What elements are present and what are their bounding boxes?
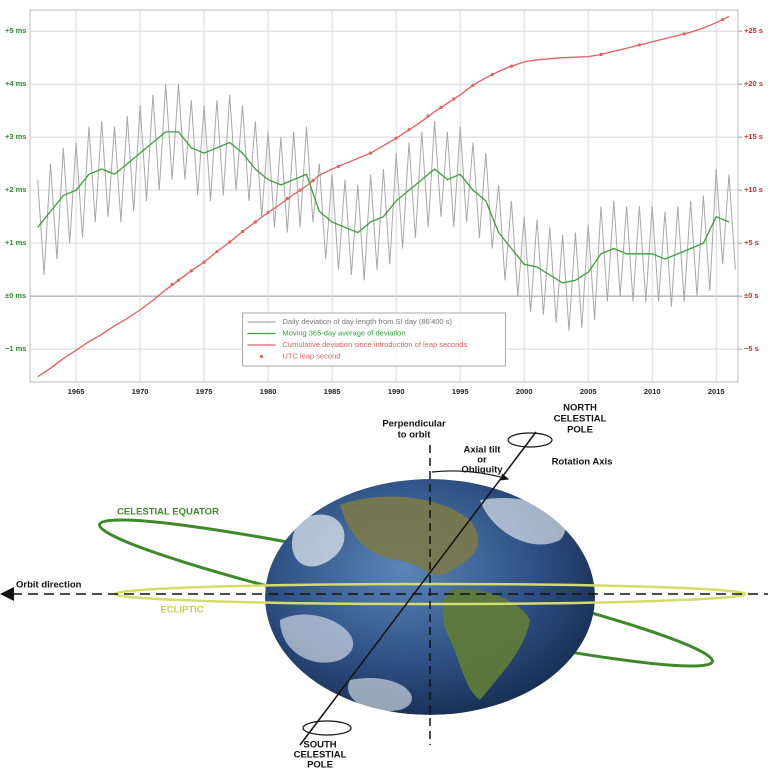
y-tick-label: −1 ms [5, 344, 26, 353]
series-line [37, 84, 736, 331]
north-pole-label: POLE [567, 425, 593, 436]
y-tick-label: +2 ms [5, 185, 26, 194]
y2-tick-label: +20 s [744, 79, 763, 88]
y2-tick-label: +10 s [744, 185, 763, 194]
y-tick-label: ±0 ms [5, 291, 26, 300]
leap-second-marker [368, 151, 373, 155]
leap-second-marker [471, 83, 475, 87]
axial-tilt-label: Obliquity [461, 465, 503, 476]
leap-second-marker [298, 188, 302, 192]
x-tick-label: 2000 [516, 387, 533, 396]
perpendicular-label: Perpendicular [382, 419, 446, 430]
leap-second-marker [439, 105, 443, 110]
y-tick-label: +5 ms [5, 26, 26, 35]
y2-tick-label: +15 s [744, 132, 763, 141]
y-tick-label: +4 ms [5, 79, 26, 88]
leap-second-marker [407, 128, 411, 132]
y-tick-label: +1 ms [5, 238, 26, 247]
leap-second-marker [202, 260, 206, 264]
north-pole-label: CELESTIAL [554, 414, 607, 425]
leap-second-marker [240, 229, 245, 234]
rotation-axis-label: Rotation Axis [552, 457, 613, 468]
chart: −1 ms ±0 ms +1 ms +2 ms +3 ms +4 ms +5 ms −5 s ±… [5, 9, 763, 396]
axial-tilt-label: or [477, 455, 487, 466]
leap-second-marker [509, 64, 513, 68]
leap-second-marker [637, 43, 642, 47]
x-tick-label: 1975 [196, 387, 213, 396]
south-pole-label: SOUTH [303, 740, 336, 751]
x-tick-label: 2005 [580, 387, 597, 396]
leap-second-marker [682, 32, 686, 36]
leap-second-marker [336, 164, 341, 168]
x-tick-label: 2010 [644, 387, 661, 396]
y2-tick-label: +25 s [744, 26, 763, 35]
x-tick-label: 1995 [452, 387, 469, 396]
legend-box [242, 312, 506, 367]
y-tick-label: +3 ms [5, 132, 26, 141]
x-tick-label: 1980 [260, 387, 277, 396]
y2-tick-label: −5 s [744, 344, 759, 353]
leap-second-marker [285, 197, 289, 201]
north-spin-ring [507, 432, 553, 448]
north-pole-label: NORTH [563, 403, 597, 414]
legend-label: Daily deviation of day length from SI da… [283, 317, 453, 326]
rotation-axis-line [299, 431, 537, 746]
leap-second-marker [426, 114, 430, 118]
leap-second-marker [228, 240, 232, 244]
south-spin-ring [302, 720, 352, 736]
leap-second-marker [490, 73, 494, 77]
leap-second-marker [253, 220, 257, 224]
perpendicular-label: to orbit [398, 430, 432, 441]
x-tick-label: 1970 [132, 387, 149, 396]
celestial-equator-label: CELESTIAL EQUATOR [117, 507, 219, 518]
x-tick-label: 2015 [708, 387, 725, 396]
legend-label: UTC leap second [283, 351, 341, 360]
leap-second-marker [311, 179, 315, 183]
south-pole-label: CELESTIAL [294, 750, 347, 761]
diagram: NORTH CELESTIAL POLE Perpendicular to or… [0, 403, 768, 768]
south-pole-label: POLE [307, 760, 333, 768]
leap-second-marker [394, 136, 398, 140]
legend-label: Moving 365-day average of deviation [283, 328, 406, 337]
legend-swatch [259, 354, 264, 359]
series-line [37, 15, 730, 378]
x-tick-label: 1985 [324, 387, 341, 396]
orbit-arrow [0, 587, 14, 601]
orbit-direction-label: Orbit direction [16, 580, 82, 591]
leap-second-marker [170, 282, 174, 287]
leap-second-marker [266, 210, 270, 215]
x-tick-label: 1990 [388, 387, 405, 396]
ecliptic-label: ECLIPTIC [160, 605, 203, 616]
leap-second-marker [452, 97, 456, 101]
leap-second-marker [599, 52, 603, 57]
x-tick-label: 1965 [68, 387, 85, 396]
legend-label: Cumulative deviation since introduction … [283, 340, 468, 349]
series-line [37, 131, 730, 284]
axial-tilt-label: Axial tilt [464, 445, 502, 456]
leap-second-marker [215, 250, 219, 254]
leap-second-marker [721, 17, 725, 22]
leap-second-marker [176, 278, 181, 282]
tilt-arc [431, 470, 510, 481]
leap-second-marker [189, 269, 193, 273]
y2-tick-label: +5 s [744, 238, 759, 247]
y2-tick-label: ±0 s [744, 291, 759, 300]
